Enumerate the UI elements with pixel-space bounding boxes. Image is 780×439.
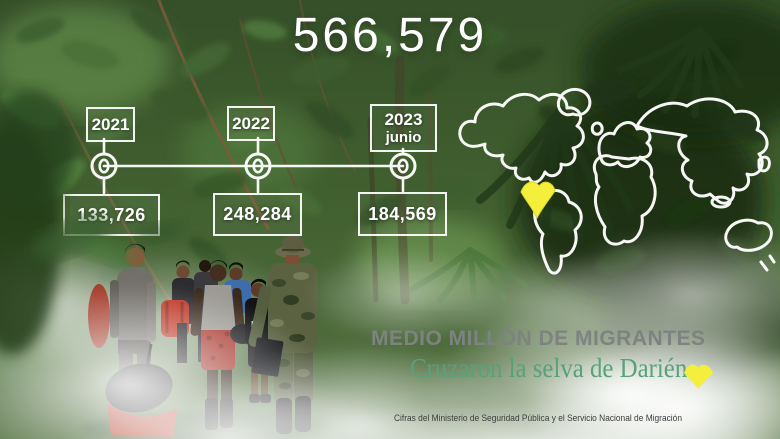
source-credit: Cifras del Ministerio de Seguridad Públi… [394,413,682,423]
year-note: junio [385,129,422,147]
mist-back-left [0,230,160,370]
border-officer [248,235,318,434]
year-label: 2022 [232,113,270,133]
continent-greenland [556,88,592,117]
timeline-year-box-2021: 2021 [86,107,135,142]
world-map-outline [458,88,776,275]
migrant-kid: NY [245,278,272,403]
migrant-tank-man [190,260,256,430]
continent-africa [592,154,657,246]
darien-fan-icon [684,364,713,389]
continent-asia [635,97,769,205]
kid-shirt-print: NY [251,320,265,331]
island-indonesia [710,195,732,209]
timeline-value-box-2022: 248,284 [213,193,302,236]
ground-shadow [80,412,330,439]
palm-frond-icon [407,26,744,308]
continent-south-america [533,188,583,275]
year-label: 2023 [384,109,423,129]
timeline-year-box-2022: 2022 [227,106,275,141]
continent-north-america [458,92,585,184]
continent-central-america [527,176,544,196]
migrant-man-left [88,243,177,437]
continent-europe [597,121,653,169]
migrants-photo: NY [80,235,330,439]
island-britain [590,121,604,136]
caption-title: MEDIO MILLÓN DE MIGRANTES [371,327,706,350]
continent-australia [724,218,773,252]
value-label: 184,569 [368,203,437,224]
caption-subtitle: Cruzaron la selva de Darién [410,353,688,383]
value-label: 248,284 [223,204,292,224]
mist-front-left [0,280,330,439]
mist-front-feet [60,370,400,439]
island-new-zealand [759,254,776,272]
darien-map-marker [520,181,556,220]
timeline-value-box-2023: 184,569 [358,192,447,236]
timeline-node-icon [244,152,272,180]
total-migrants-count: 566,579 [292,9,488,62]
year-label: 2021 [91,114,130,134]
officer-folder [251,337,284,377]
timeline-node-icon [90,152,118,180]
timeline-node-icon [389,152,417,180]
mist-back [20,245,320,395]
island-japan [757,155,771,173]
migrant-group [161,260,251,363]
timeline-year-box-2023: 2023 junio [370,104,437,152]
value-label: 133,726 [77,204,146,225]
timeline-value-box-2021: 133,726 [63,194,160,236]
